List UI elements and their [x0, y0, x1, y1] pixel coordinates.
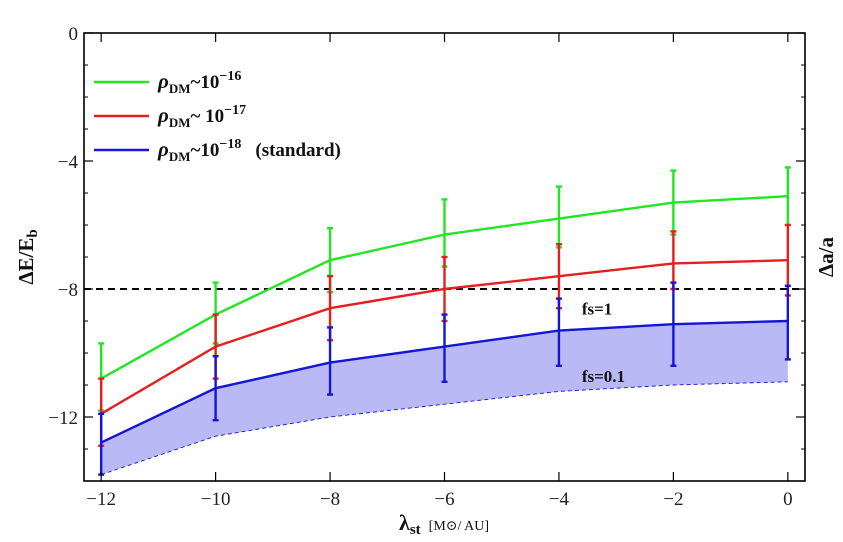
series-3 — [98, 281, 791, 476]
annotation-label: fs=0.1 — [582, 367, 625, 386]
x-axis-title-main: λ — [399, 510, 410, 535]
x-tick-label: −8 — [320, 489, 340, 510]
legend-label-sup: −18 — [219, 137, 241, 152]
x-tick-label: −12 — [86, 489, 116, 510]
legend-label: ρDM~10−18 (standard) — [157, 137, 341, 164]
legend-label-suffix: (standard) — [255, 140, 341, 161]
shaded-band-group — [101, 321, 788, 476]
data-point — [557, 217, 561, 220]
data-point — [786, 319, 790, 323]
legend-label-sub: DM — [169, 115, 191, 130]
legend-label-sub: DM — [169, 81, 191, 96]
ticks-group: −12 −10 −8 −6 −4 −2 0 0 −4 −8 −12 — [48, 24, 805, 510]
annotation-label: fs=1 — [582, 300, 612, 319]
x-axis-title: λst [M⊙/ AU] — [399, 510, 489, 538]
data-point — [214, 345, 217, 348]
y-tick-label: 0 — [69, 24, 79, 45]
annotations-group: fs=1 fs=0.1 — [582, 300, 625, 386]
y-axis-title-sub: b — [25, 229, 41, 237]
legend-label-main: ρ — [157, 103, 169, 127]
y-tick-label: −8 — [58, 280, 78, 301]
data-point — [214, 387, 217, 390]
data-point — [443, 345, 446, 348]
data-point — [672, 323, 675, 326]
legend-label-main: ρ — [157, 137, 169, 161]
data-point — [328, 259, 332, 262]
data-point — [99, 441, 103, 444]
legend-label-rest: ~10 — [191, 140, 220, 161]
series-group — [98, 166, 791, 476]
legend-label-rest: ~ 10 — [191, 106, 225, 127]
y-tick-label: −12 — [48, 408, 78, 429]
data-point — [786, 195, 790, 198]
y-tick-label: −4 — [58, 152, 79, 173]
x-tick-label: −10 — [201, 489, 231, 510]
x-tick-label: −4 — [549, 489, 570, 510]
legend-label-sub: DM — [169, 149, 191, 164]
data-point — [443, 233, 446, 236]
legend-label-sup: −17 — [224, 103, 246, 118]
y-axis-title: ΔE/Eb — [14, 229, 41, 284]
legend-label-rest: ~10 — [191, 72, 220, 93]
x-axis-title-units: [M⊙/ AU] — [429, 519, 489, 534]
x-tick-label: −2 — [663, 489, 683, 510]
data-point — [672, 201, 675, 204]
legend-label: ρDM~10−16 — [157, 69, 241, 96]
data-point — [786, 259, 790, 262]
x-tick-label: 0 — [783, 489, 793, 510]
lower-band-edge — [101, 381, 788, 476]
x-tick-label: −6 — [434, 489, 454, 510]
data-point — [443, 287, 446, 291]
legend-label-main: ρ — [157, 69, 169, 93]
data-point — [328, 361, 332, 364]
x-axis-title-sub: st — [410, 522, 421, 538]
y2-axis-title: Δa/a — [814, 237, 838, 278]
data-point — [557, 329, 561, 332]
legend-label: ρDM~ 10−17 — [157, 103, 246, 130]
data-point — [557, 275, 561, 278]
data-point — [328, 307, 332, 310]
data-point — [672, 262, 675, 265]
shaded-band — [101, 321, 788, 475]
legend-label-sup: −16 — [219, 69, 241, 84]
y-axis-title-main: ΔE/E — [14, 238, 38, 285]
